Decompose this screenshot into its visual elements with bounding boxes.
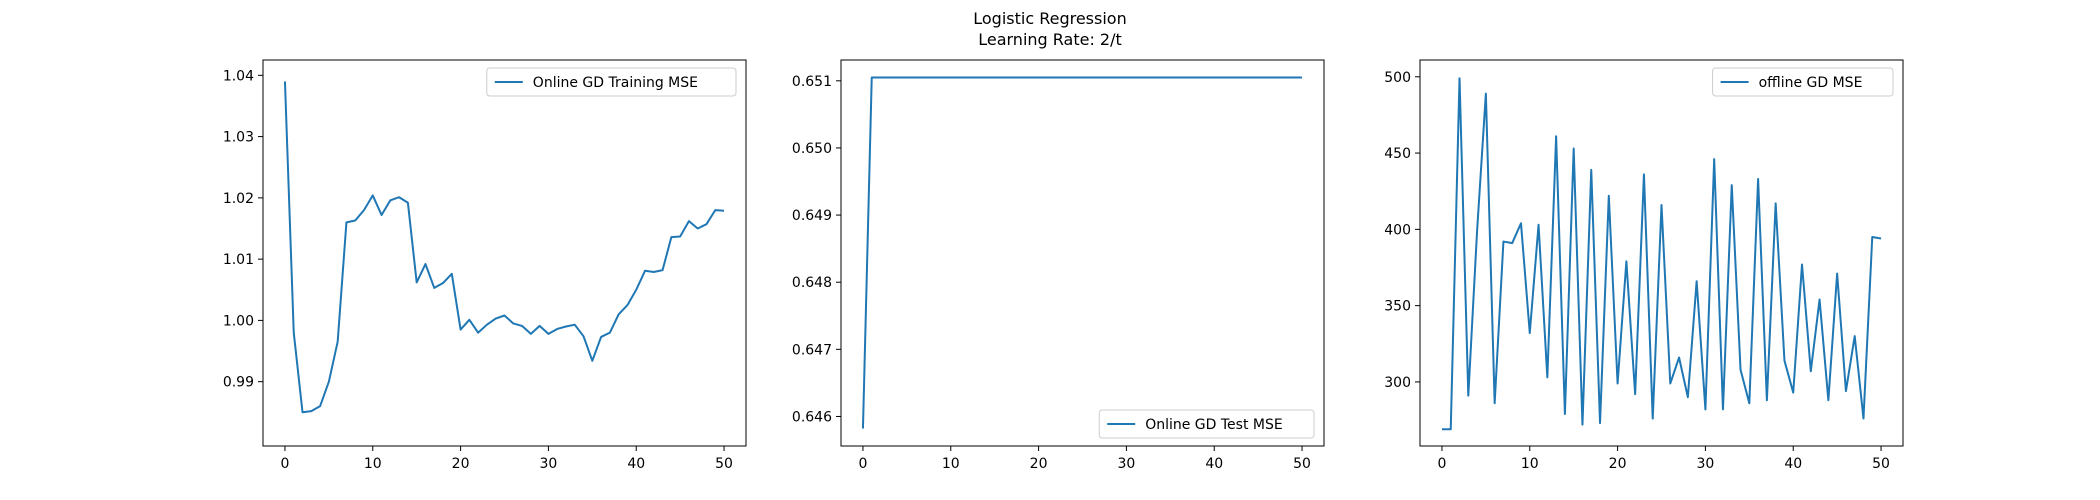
x-tick-label: 30 (1696, 456, 1714, 472)
x-tick-label: 40 (1784, 456, 1802, 472)
y-tick-label: 300 (1384, 375, 1411, 391)
y-tick-label: 1.00 (223, 313, 254, 329)
series-line-test (861, 76, 1303, 429)
x-tick-label: 20 (1609, 456, 1627, 472)
x-tick-label: 40 (1205, 456, 1223, 472)
x-tick-label: 20 (1030, 456, 1048, 472)
subplot-training-mse: 0 10 20 30 40 50 0.99 1.00 1.01 1.02 1.03 1.04 Onlin… (223, 59, 747, 472)
x-tick-label: 10 (364, 456, 382, 472)
y-tick-label: 350 (1384, 299, 1411, 315)
x-tick-label: 10 (942, 456, 960, 472)
y-tick-label: 0.651 (792, 74, 832, 90)
x-tick-label: 40 (627, 456, 645, 472)
legend-box (1098, 409, 1315, 439)
x-tick-label: 50 (715, 456, 733, 472)
legend-box (486, 67, 737, 97)
figure-title-line2: Learning Rate: 2/t (978, 30, 1122, 49)
legend-training: Online GD Training MSE (486, 67, 737, 97)
y-tick-label: 1.02 (223, 191, 254, 207)
y-tick-label: 0.648 (792, 275, 832, 291)
y-tick-label: 1.03 (223, 130, 254, 146)
subplot-offline-mse: 0 10 20 30 40 50 300 350 400 450 500 offline GD MSE (1384, 59, 1904, 472)
x-tick-label: 20 (452, 456, 470, 472)
x-tick-label: 0 (858, 456, 867, 472)
legend-label: Online GD Test MSE (1145, 417, 1283, 433)
y-tick-label: 1.01 (223, 252, 254, 268)
y-tick-label: 400 (1384, 222, 1411, 238)
y-tick-label: 0.647 (792, 342, 832, 358)
legend-test: Online GD Test MSE (1098, 409, 1315, 439)
axes-frame-offline (1419, 59, 1904, 447)
subplot-test-mse: 0 10 20 30 40 50 0.646 0.647 0.648 0.649 0.650 0.65… (792, 59, 1325, 472)
y-tick-label: 0.649 (792, 208, 832, 224)
series-line-offline (1441, 77, 1882, 431)
y-tick-label: 0.650 (792, 141, 832, 157)
legend-label: Online GD Training MSE (533, 75, 698, 91)
series-line-training (283, 81, 725, 414)
x-tick-label: 30 (539, 456, 557, 472)
legend-offline: offline GD MSE (1712, 67, 1894, 97)
y-tick-label: 0.99 (223, 375, 254, 391)
x-tick-label: 0 (280, 456, 289, 472)
y-tick-label: 500 (1384, 70, 1411, 86)
x-tick-label: 0 (1437, 456, 1446, 472)
figure-title-line1: Logistic Regression (973, 9, 1126, 28)
y-tick-label: 450 (1384, 146, 1411, 162)
legend-box (1712, 67, 1894, 97)
axes-frame-training (262, 59, 747, 447)
legend-label: offline GD MSE (1759, 75, 1863, 91)
x-tick-label: 10 (1521, 456, 1539, 472)
y-tick-label: 1.04 (223, 68, 254, 84)
y-tick-label: 0.646 (792, 409, 832, 425)
axes-frame-test (840, 59, 1325, 447)
x-tick-label: 30 (1117, 456, 1135, 472)
x-tick-label: 50 (1872, 456, 1890, 472)
x-tick-label: 50 (1293, 456, 1311, 472)
